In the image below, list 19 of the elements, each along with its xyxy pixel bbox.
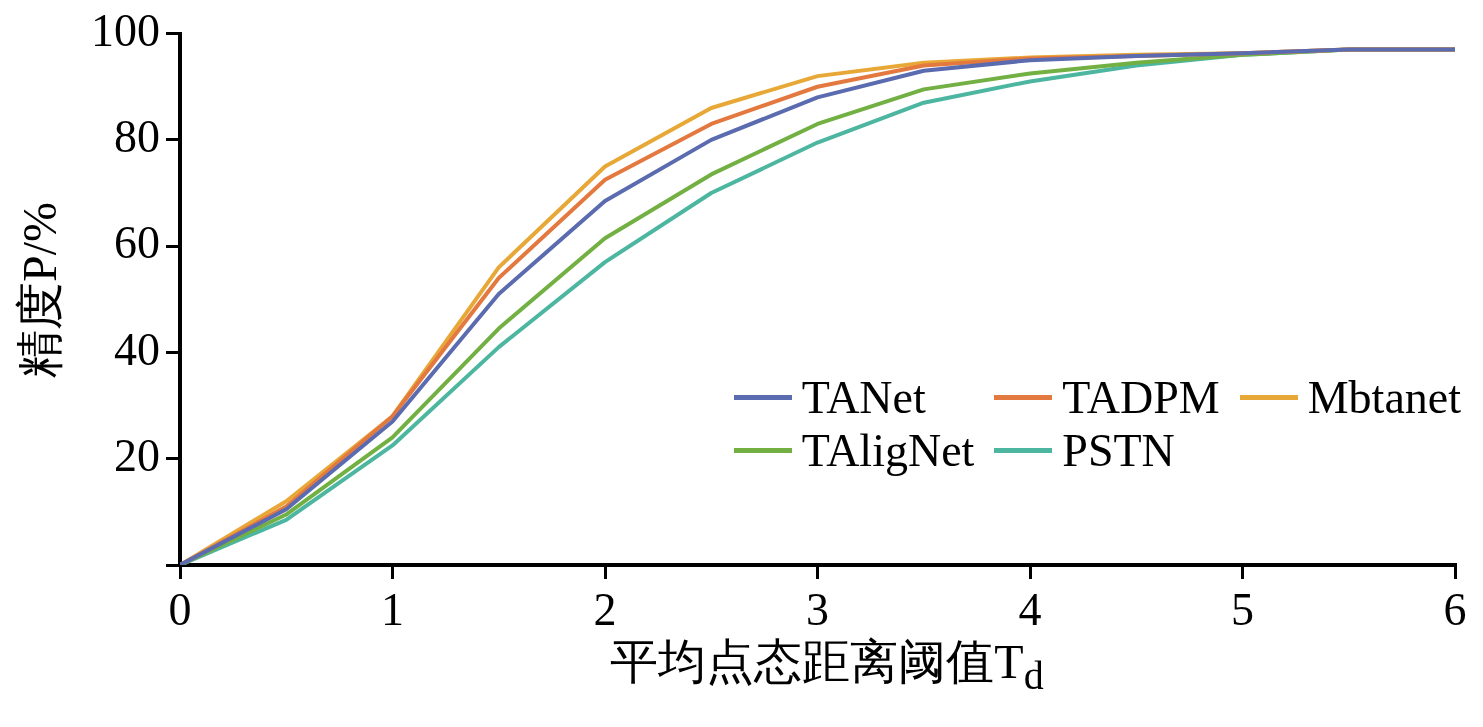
y-tick-label: 80 — [114, 110, 160, 162]
legend-label: TAligNet — [801, 424, 975, 477]
y-tick-label: 20 — [114, 429, 160, 481]
x-tick-label: 6 — [1443, 583, 1467, 635]
x-tick-label: 2 — [593, 583, 617, 635]
y-tick-label: 40 — [114, 323, 160, 375]
x-axis-title: 平均点态距离阈值T$_{d}$ — [610, 635, 1044, 698]
legend-label: TANet — [801, 371, 926, 424]
y-tick-label: 60 — [114, 217, 160, 269]
x-tick-label: 5 — [1231, 583, 1254, 635]
x-tick-label: 3 — [806, 583, 829, 635]
x-tick-label: 1 — [381, 583, 404, 635]
y-axis-title: 精度P/% — [12, 201, 67, 379]
x-tick-label: 0 — [168, 583, 192, 635]
legend-label: PSTN — [1062, 424, 1175, 477]
legend-label: TADPM — [1062, 371, 1220, 424]
x-tick-label: 4 — [1018, 583, 1042, 635]
legend-label: Mbtanet — [1307, 371, 1461, 424]
y-tick-label: 100 — [91, 4, 160, 56]
